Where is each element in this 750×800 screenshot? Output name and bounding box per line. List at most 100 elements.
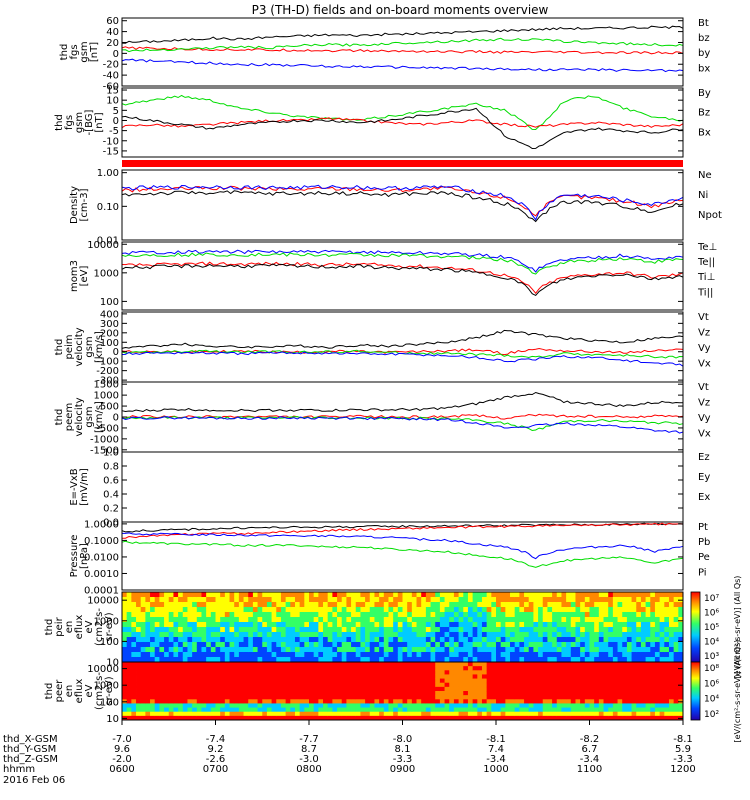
heatmap-cell bbox=[374, 674, 380, 679]
heatmap-cell bbox=[341, 699, 347, 704]
heatmap-cell bbox=[453, 607, 460, 613]
heatmap-cell bbox=[598, 592, 604, 598]
heatmap-cell bbox=[486, 632, 492, 638]
heatmap-cell bbox=[257, 602, 263, 608]
heatmap-cell bbox=[528, 715, 534, 721]
heatmap-cell bbox=[416, 637, 422, 643]
heatmap-cell bbox=[351, 597, 357, 603]
heatmap-cell bbox=[463, 592, 469, 598]
heatmap-cell bbox=[168, 670, 174, 675]
heatmap-cell bbox=[608, 652, 614, 658]
heatmap-cell bbox=[425, 662, 431, 667]
heatmap-cell bbox=[547, 647, 553, 653]
x-tick-label: -8.1 bbox=[673, 734, 693, 745]
heatmap-cell bbox=[542, 686, 548, 692]
heatmap-cell bbox=[220, 711, 226, 717]
heatmap-cell bbox=[556, 670, 562, 675]
heatmap-cell bbox=[290, 703, 296, 708]
heatmap-cell bbox=[416, 707, 422, 713]
heatmap-cell bbox=[178, 695, 184, 700]
heatmap-cell bbox=[612, 652, 618, 658]
heatmap-cell bbox=[570, 707, 576, 713]
heatmap-cell bbox=[598, 632, 604, 638]
heatmap-cell bbox=[519, 612, 525, 618]
heatmap-cell bbox=[472, 607, 478, 613]
heatmap-cell bbox=[206, 670, 212, 675]
heatmap-cell bbox=[252, 622, 258, 628]
heatmap-cell bbox=[416, 607, 422, 613]
heatmap-cell bbox=[294, 715, 301, 721]
heatmap-cell bbox=[584, 691, 590, 696]
heatmap-cell bbox=[173, 642, 179, 648]
heatmap-cell bbox=[365, 597, 371, 603]
x-tick-label: -3.4 bbox=[580, 754, 600, 765]
heatmap-cell bbox=[337, 691, 343, 696]
heatmap-cell bbox=[510, 678, 516, 684]
heatmap-cell bbox=[435, 607, 441, 613]
heatmap-cell bbox=[365, 607, 371, 613]
heatmap-cell bbox=[369, 617, 375, 623]
heatmap-cell bbox=[510, 662, 516, 667]
heatmap-cell bbox=[337, 715, 343, 721]
heatmap-cell bbox=[636, 652, 642, 658]
heatmap-cell bbox=[294, 670, 301, 675]
heatmap-cell bbox=[126, 617, 132, 623]
heatmap-cell bbox=[472, 632, 478, 638]
heatmap-cell bbox=[416, 622, 422, 628]
heatmap-cell bbox=[309, 607, 315, 613]
heatmap-cell bbox=[481, 602, 488, 608]
heatmap-cell bbox=[435, 699, 441, 704]
heatmap-cell bbox=[327, 642, 333, 648]
heatmap-cell bbox=[533, 670, 539, 675]
heatmap-cell bbox=[262, 592, 268, 598]
heatmap-cell bbox=[388, 691, 394, 696]
heatmap-cell bbox=[514, 703, 520, 708]
heatmap-cell bbox=[552, 686, 558, 692]
heatmap-cell bbox=[136, 703, 142, 708]
heatmap-cell bbox=[159, 617, 165, 623]
heatmap-cell bbox=[524, 602, 530, 608]
y-tick-label: -60 bbox=[103, 82, 119, 93]
heatmap-cell bbox=[636, 691, 642, 696]
heatmap-cell bbox=[496, 602, 502, 608]
heatmap-cell bbox=[285, 682, 291, 688]
heatmap-cell bbox=[304, 602, 310, 608]
heatmap-cell bbox=[594, 597, 600, 603]
heatmap-cell bbox=[636, 617, 642, 623]
heatmap-cell bbox=[542, 707, 548, 713]
heatmap-cell bbox=[538, 607, 544, 613]
heatmap-cell bbox=[407, 627, 413, 633]
heatmap-cell bbox=[575, 674, 581, 679]
heatmap-cell bbox=[173, 652, 179, 658]
heatmap-cell bbox=[622, 707, 628, 713]
heatmap-cell bbox=[351, 682, 357, 688]
heatmap-cell bbox=[248, 592, 254, 598]
heatmap-cell bbox=[603, 627, 609, 633]
heatmap-cell bbox=[168, 592, 174, 598]
heatmap-cell bbox=[673, 691, 679, 696]
heatmap-cell bbox=[552, 695, 558, 700]
heatmap-cell bbox=[477, 622, 483, 628]
heatmap-cell bbox=[369, 666, 375, 671]
heatmap-cell bbox=[351, 657, 357, 663]
heatmap-cell bbox=[542, 597, 548, 603]
heatmap-cell bbox=[388, 699, 394, 704]
heatmap-cell bbox=[603, 674, 609, 679]
heatmap-cell bbox=[215, 612, 221, 618]
heatmap-cell bbox=[266, 686, 272, 692]
heatmap-cell bbox=[510, 652, 516, 658]
heatmap-cell bbox=[486, 703, 492, 708]
heatmap-cell bbox=[608, 612, 614, 618]
heatmap-cell bbox=[136, 657, 142, 663]
heatmap-cell bbox=[257, 627, 263, 633]
heatmap-cell bbox=[678, 670, 684, 675]
heatmap-cell bbox=[150, 647, 156, 653]
heatmap-cell bbox=[505, 715, 511, 721]
heatmap-cell bbox=[294, 686, 301, 692]
colorbar-label: [eV/(cm²-s-sr-eV)] (All Qs) bbox=[733, 576, 742, 679]
heatmap-cell bbox=[612, 602, 618, 608]
heatmap-cell bbox=[589, 699, 595, 704]
heatmap-cell bbox=[538, 622, 544, 628]
heatmap-cell bbox=[262, 707, 268, 713]
